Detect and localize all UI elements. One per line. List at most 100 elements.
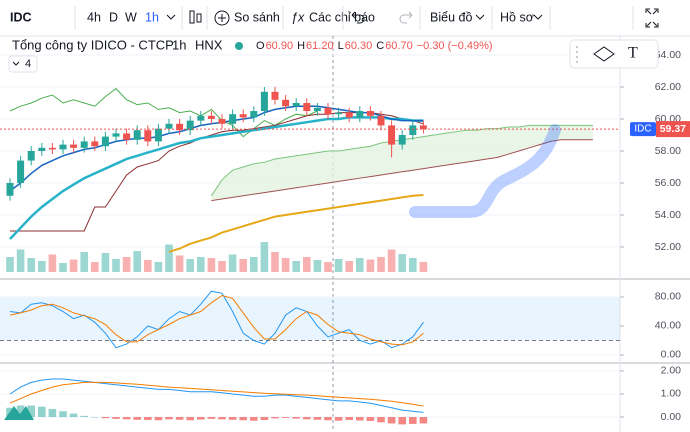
histogram-bar: [207, 417, 216, 419]
candle-body: [91, 141, 99, 147]
candle-body: [112, 133, 120, 137]
candle-body: [271, 91, 279, 100]
y-tick-label: 58.00: [655, 145, 681, 157]
indicator-count[interactable]: 4: [25, 58, 31, 70]
compare-button[interactable]: So sánh: [234, 10, 280, 24]
logo: [4, 406, 34, 420]
candle-body: [239, 114, 247, 118]
histogram-bar: [292, 417, 300, 419]
volume-bar: [228, 254, 237, 272]
y-tick-label: 56.00: [655, 177, 681, 189]
price-tag: [656, 121, 690, 138]
histogram-bar: [271, 417, 279, 419]
histogram-bar: [101, 417, 110, 419]
candle-body: [229, 114, 237, 124]
interval[interactable]: D: [109, 10, 118, 24]
candle-body: [366, 111, 374, 116]
ohlc-key: C: [376, 40, 384, 52]
histogram-bar: [197, 417, 205, 420]
histogram-bar: [324, 417, 332, 421]
candle-body: [388, 125, 396, 145]
volume-bar: [16, 249, 25, 272]
candle-body: [70, 144, 78, 148]
histogram-bar: [313, 417, 322, 420]
candle-body: [80, 141, 88, 148]
ohlc-key: O: [256, 40, 265, 52]
volume-bar: [175, 255, 184, 272]
volume-bar: [197, 257, 205, 272]
histogram-bar: [409, 417, 417, 424]
indicator-line: [9, 116, 424, 240]
volume-bar: [260, 242, 269, 272]
candle-body: [176, 123, 184, 131]
ohlc-value: 61.20: [306, 40, 334, 52]
indicator-line: [9, 381, 424, 407]
candle-icon[interactable]: [189, 10, 202, 24]
candle-body: [133, 130, 141, 140]
toolbar: IDC 4h D W 1h So sánh ƒx Các chỉ báo Biể…: [0, 6, 690, 37]
candle-body: [154, 128, 162, 142]
ohlc-key: H: [297, 40, 305, 52]
volume-bar: [313, 260, 322, 272]
volume-bar: [207, 258, 216, 272]
dropdown-icon[interactable]: [533, 14, 543, 20]
y-tick-label: 64.00: [655, 49, 681, 61]
candle-body: [197, 115, 205, 121]
candle-body: [345, 112, 353, 118]
y-tick-label: 62.00: [655, 81, 681, 93]
histogram-bar: [175, 417, 184, 420]
candle-body: [101, 136, 109, 147]
chevron[interactable]: [12, 61, 20, 66]
candle-body: [250, 111, 258, 118]
histogram-bar: [48, 408, 57, 418]
dropdown-icon[interactable]: [166, 14, 176, 20]
ohlc-change: −0.30 (−0.49%): [417, 40, 493, 52]
candle-body: [218, 119, 226, 124]
candle-body: [409, 125, 417, 136]
histogram-bar: [303, 417, 311, 420]
volume-bar: [91, 262, 99, 272]
indicators-button[interactable]: Các chỉ báo: [309, 10, 375, 24]
histogram-bar: [80, 415, 88, 418]
interval[interactable]: 4h: [87, 10, 101, 24]
dropdown-icon[interactable]: [475, 14, 485, 20]
redo[interactable]: [399, 11, 413, 24]
text-tool[interactable]: T: [628, 45, 638, 62]
histogram-bar: [133, 417, 141, 420]
volume-bar: [112, 259, 120, 272]
cloud-lower: [211, 139, 593, 202]
interval[interactable]: W: [125, 10, 137, 24]
volume-bar: [250, 257, 258, 272]
volume-bar: [271, 252, 279, 272]
candle-body: [356, 111, 364, 118]
fullscreen[interactable]: [645, 8, 659, 28]
ohlc-value: 60.90: [266, 40, 294, 52]
compare-icon[interactable]: [214, 10, 230, 26]
histogram-bar: [366, 417, 375, 421]
candle-body: [123, 133, 131, 140]
y-tick-label: 0.00: [661, 411, 682, 423]
cloud-fill: [211, 125, 593, 201]
candle-body: [292, 103, 300, 107]
candle-body: [419, 125, 427, 130]
interval-active[interactable]: 1h: [145, 10, 159, 24]
indicator-line: [9, 105, 424, 192]
chart-menu[interactable]: Biểu đồ: [430, 10, 472, 24]
histogram-bar: [356, 417, 364, 421]
histogram-bar: [112, 417, 120, 419]
histogram-bar: [38, 406, 46, 418]
symbol[interactable]: IDC: [10, 10, 32, 24]
undo[interactable]: [351, 11, 365, 24]
shape-tool[interactable]: [593, 46, 615, 62]
profile-menu[interactable]: Hồ sơ: [500, 10, 534, 24]
candle-body: [377, 115, 385, 126]
collapse-box[interactable]: [8, 55, 38, 73]
histogram-bar: [398, 417, 406, 425]
indicator-line: [9, 378, 424, 413]
candle-body: [17, 160, 25, 183]
y-tick-label: 1.00: [661, 388, 682, 400]
y-tick-label: 0.00: [661, 349, 682, 361]
fx-icon[interactable]: ƒx: [291, 10, 305, 24]
histogram-bar: [122, 417, 131, 420]
